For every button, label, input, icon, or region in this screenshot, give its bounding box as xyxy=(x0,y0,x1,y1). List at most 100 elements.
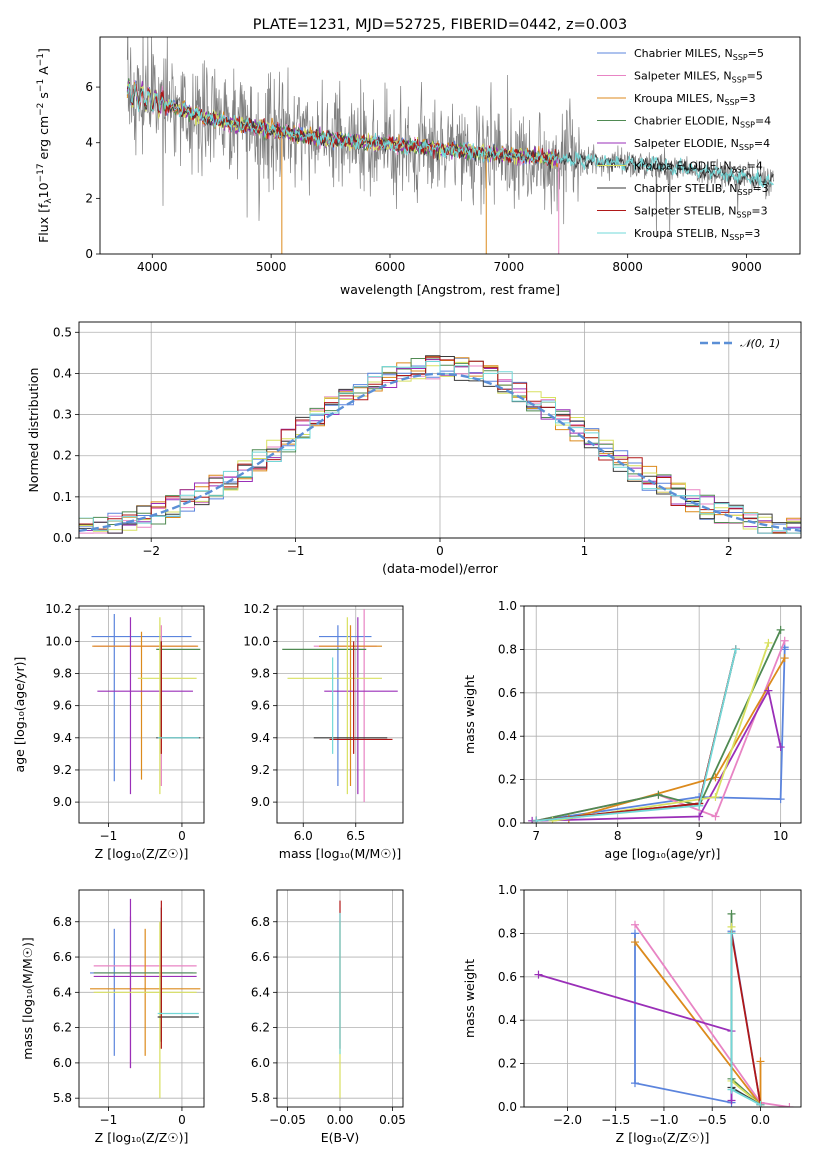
y-tick-label: 0.0 xyxy=(53,531,72,545)
axes-frame xyxy=(276,889,404,1108)
x-tick-label: 7 xyxy=(532,829,540,843)
x-axis-label: Z [log₁₀(Z/Z☉)] xyxy=(95,846,189,861)
y-tick-label: 0.6 xyxy=(498,970,517,984)
x-tick-label: −1.0 xyxy=(649,1113,678,1127)
x-tick-label: 0 xyxy=(436,544,444,558)
series-marker xyxy=(756,1057,765,1066)
series-marker xyxy=(727,1085,736,1094)
series-marker xyxy=(727,929,736,938)
axes-frame xyxy=(523,889,802,1108)
axes-frame xyxy=(78,605,205,824)
plot-area xyxy=(90,898,201,1099)
y-tick-label: 6.0 xyxy=(251,1056,270,1070)
legend-sub: SSP xyxy=(736,211,751,220)
y-tick-label: 0.8 xyxy=(498,926,517,940)
massweight-vs-metallicity-panel: −2.0 −1.5 −1.0 −0.5 0.0 0.0 0.2 0.4 0.6 0.8 1.0 Z [… xyxy=(462,883,802,1145)
y-tick-label: 9.4 xyxy=(251,731,270,745)
y-axis-label-part: −1 xyxy=(36,53,46,66)
y-tick-label: 9.6 xyxy=(53,699,72,713)
legend-sub: SSP xyxy=(739,143,754,152)
data-spectrum-line xyxy=(126,37,775,239)
series-line-kroupa-miles xyxy=(568,657,786,820)
y-axis-label: Flux [fλ10−17 erg cm−2 s−1 A−1] xyxy=(36,48,54,243)
series-marker xyxy=(727,1096,736,1105)
legend-sub: SSP xyxy=(738,188,753,197)
x-axis-label: Z [log₁₀(Z/Z☉)] xyxy=(616,1130,710,1145)
y-tick-label: 9.2 xyxy=(53,763,72,777)
plot-area xyxy=(534,909,794,1107)
plot-area xyxy=(282,609,398,803)
series-marker xyxy=(711,812,720,821)
legend-sub: SSP xyxy=(733,53,748,62)
series-marker xyxy=(695,812,704,821)
legend-eq: =3 xyxy=(744,227,760,240)
series-line-kroupa-miles xyxy=(634,941,762,1107)
y-axis-label-part: −1 xyxy=(36,79,46,92)
y-axis-label: mass weight xyxy=(462,675,477,754)
legend-sub: SSP xyxy=(732,166,747,175)
legend-label: Salpeter ELODIE, NSSP=4 xyxy=(634,137,770,152)
y-tick-label: 0.4 xyxy=(498,729,517,743)
x-tick-label: 6.5 xyxy=(346,829,365,843)
spectrum-title: PLATE=1231, MJD=52725, FIBERID=0442, z=0… xyxy=(253,17,627,33)
y-axis-label-part: ] xyxy=(36,48,51,53)
y-tick-label: 0.1 xyxy=(53,490,72,504)
legend-name: Salpeter MILES, N xyxy=(634,70,732,83)
legend-name: Salpeter ELODIE, N xyxy=(634,137,739,150)
x-axis-label: (data-model)/error xyxy=(382,561,499,576)
x-tick-label: 10 xyxy=(773,829,788,843)
series-line-salpeter-stelib xyxy=(536,649,737,822)
x-tick-label: −0.05 xyxy=(269,1113,306,1127)
y-tick-label: 6.4 xyxy=(53,985,72,999)
y-tick-label: 9.4 xyxy=(53,731,72,745)
x-tick-label: −0.5 xyxy=(698,1113,727,1127)
series-marker xyxy=(731,645,740,654)
y-tick-label: 6.2 xyxy=(251,1021,270,1035)
series-marker xyxy=(764,686,773,695)
x-tick-label: 4000 xyxy=(137,260,168,274)
series-marker xyxy=(780,636,789,645)
legend-eq: =3 xyxy=(739,92,755,105)
series-line-chabrier-stelib xyxy=(536,649,737,822)
legend-eq: =4 xyxy=(747,160,763,173)
series-marker xyxy=(756,1100,765,1107)
y-axis-label-part: s xyxy=(36,92,51,103)
x-tick-label: 0.00 xyxy=(327,1113,354,1127)
y-tick-label: 10.2 xyxy=(45,602,72,616)
legend-label-normal: 𝒩(0, 1) xyxy=(740,337,780,350)
legend-sub: SSP xyxy=(724,98,739,107)
series-marker xyxy=(764,638,773,647)
series-marker xyxy=(776,625,785,634)
y-tick-label: 9.2 xyxy=(251,763,270,777)
y-tick-label: 6.6 xyxy=(53,950,72,964)
series-line-kroupa-elodie xyxy=(552,642,770,822)
legend-name: Kroupa ELODIE, N xyxy=(634,160,732,173)
plot-area xyxy=(126,37,775,254)
plot-area xyxy=(528,625,789,823)
series-marker xyxy=(630,920,639,929)
y-tick-label: 10.2 xyxy=(243,602,270,616)
series-marker xyxy=(785,1103,794,1107)
legend-label: Chabrier STELIB, NSSP=3 xyxy=(634,182,769,197)
series-marker xyxy=(532,816,541,823)
series-marker xyxy=(548,816,557,823)
x-tick-label: 9 xyxy=(695,829,703,843)
y-tick-label: 0.0 xyxy=(498,816,517,830)
series-marker xyxy=(630,929,639,938)
y-tick-label: 0.6 xyxy=(498,686,517,700)
series-line-chabrier-miles xyxy=(634,931,762,1105)
legend-label: Salpeter MILES, NSSP=5 xyxy=(634,70,763,85)
legend-name: Chabrier MILES, N xyxy=(634,47,733,60)
x-tick-label: −1 xyxy=(100,829,118,843)
legend-name: Salpeter STELIB, N xyxy=(634,205,736,218)
y-axis-label-part: −17 xyxy=(36,163,46,182)
y-tick-label: 6.2 xyxy=(53,1021,72,1035)
y-tick-label: 0 xyxy=(85,247,93,261)
legend-label: Kroupa MILES, NSSP=3 xyxy=(634,92,756,107)
y-axis-label: mass weight xyxy=(462,959,477,1038)
x-tick-label: 0 xyxy=(178,829,186,843)
y-axis-label-part: erg cm xyxy=(36,116,51,164)
series-marker xyxy=(654,790,663,799)
x-tick-label: 6000 xyxy=(375,260,406,274)
